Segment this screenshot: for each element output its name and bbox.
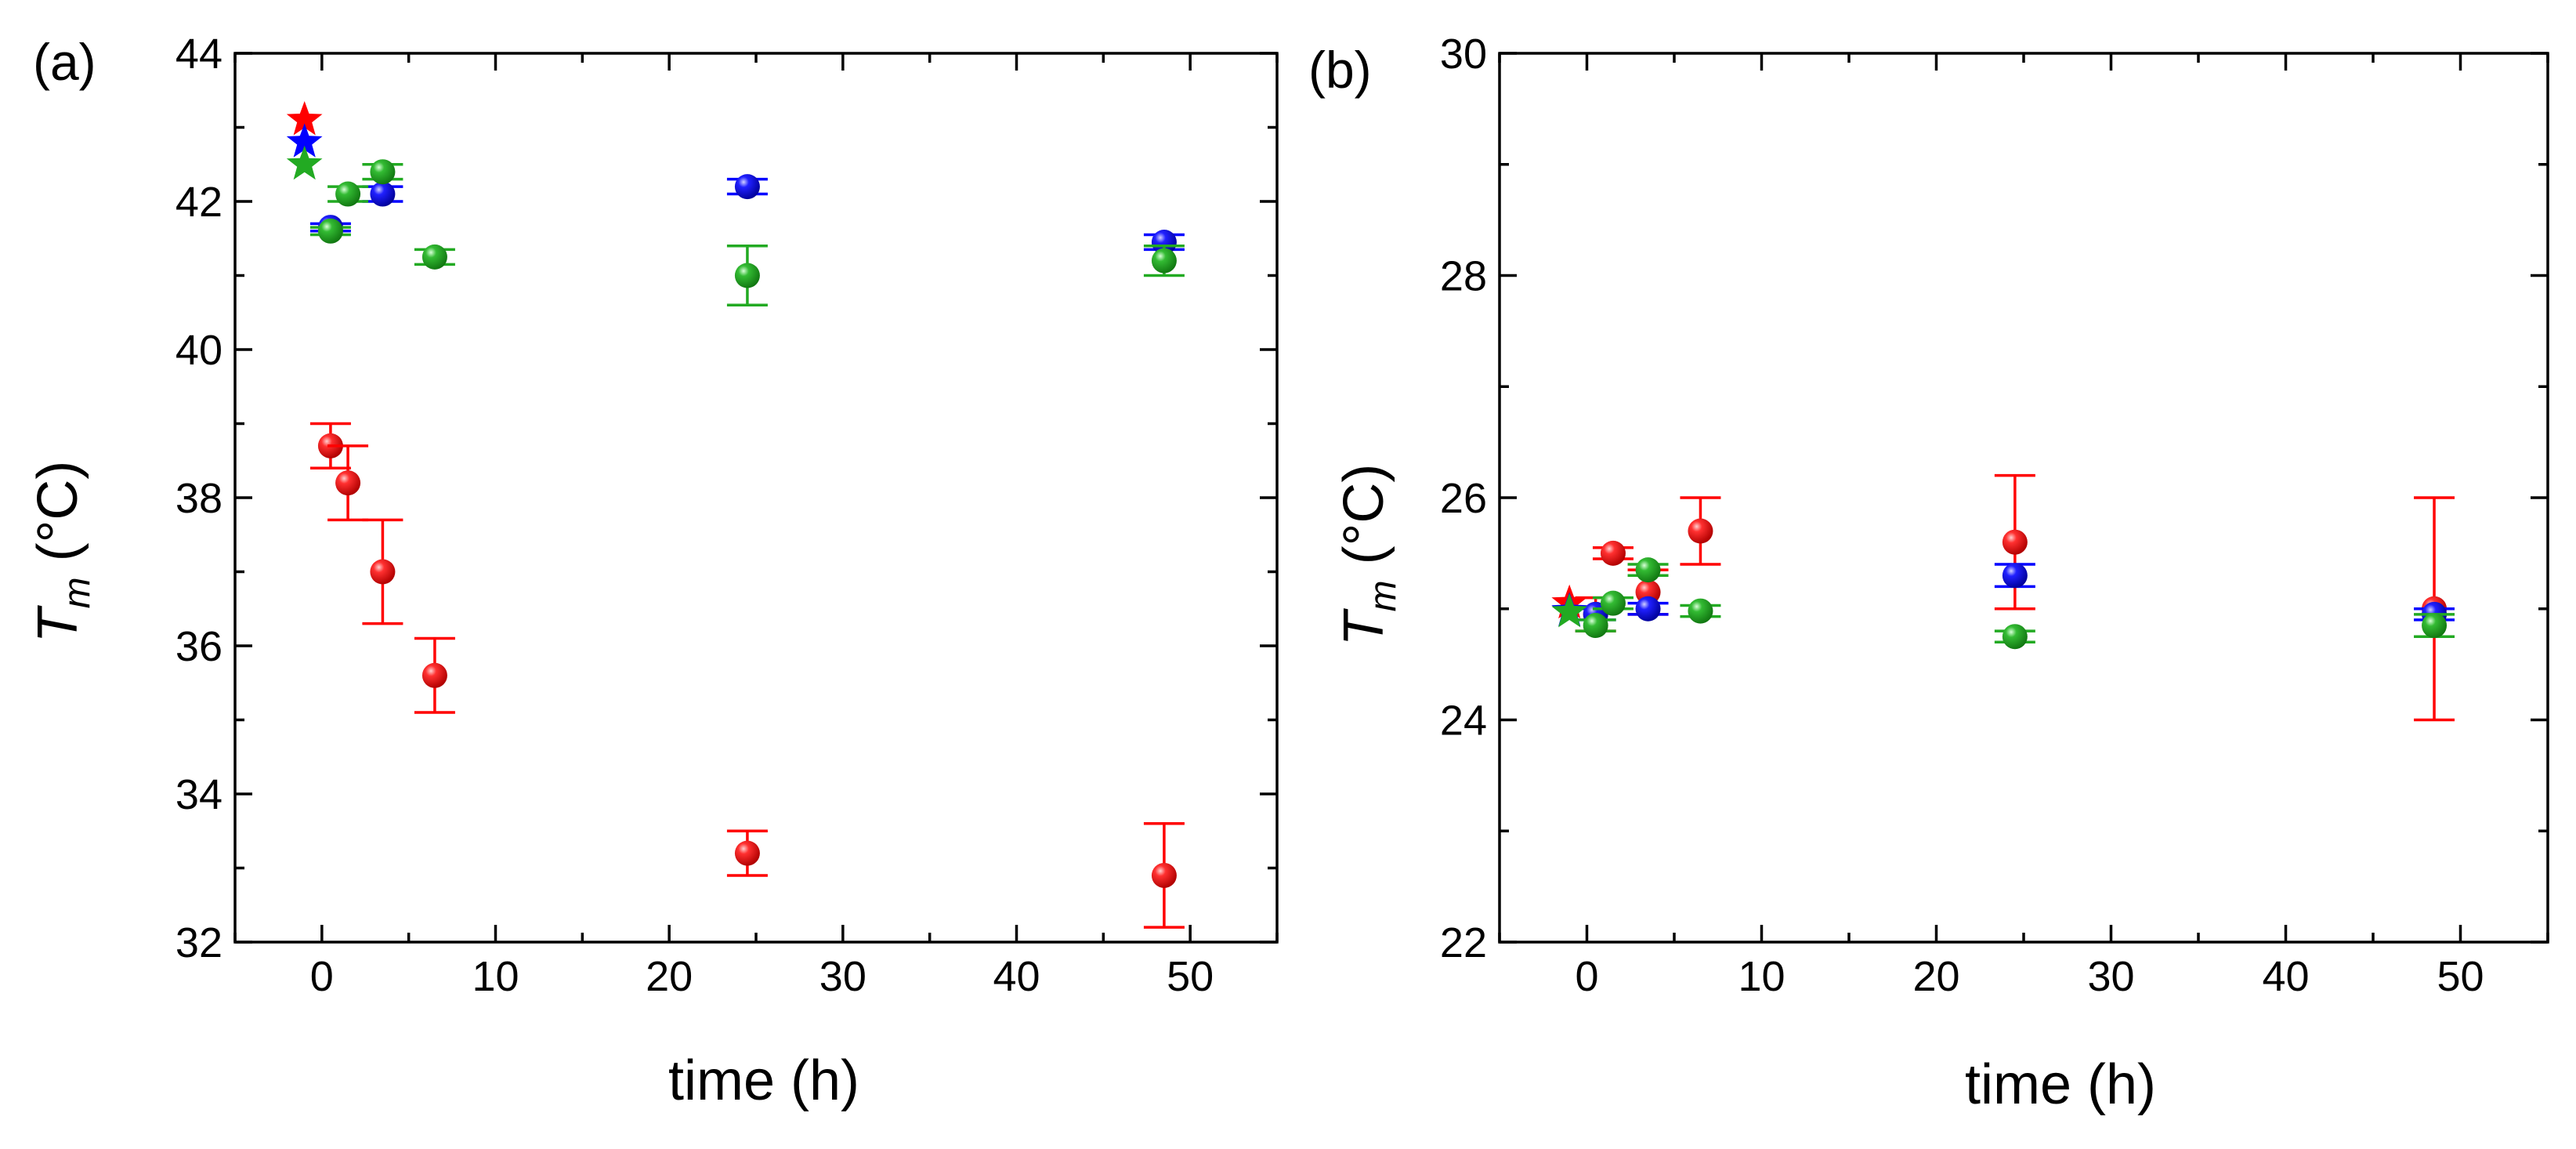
panel-a-ylabel-main: T [27, 604, 89, 643]
panel-a-ylabel-unit: (°C) [27, 461, 89, 562]
panel-b-ylabel-main: T [1333, 607, 1395, 646]
x-tick-label: 20 [1912, 953, 1959, 1000]
panel-b-xlabel: time (h) [1965, 1053, 2156, 1116]
y-tick-label: 26 [1440, 475, 1487, 522]
y-tick-label: 42 [175, 179, 223, 226]
y-tick-label: 28 [1440, 253, 1487, 300]
green-star-marker [1551, 593, 1587, 628]
red-data-point [1688, 518, 1713, 544]
x-tick-label: 10 [1738, 953, 1785, 1000]
panel-b-ylabel-unit: (°C) [1333, 464, 1395, 565]
green-star-marker [286, 145, 323, 180]
x-tick-label: 40 [2262, 953, 2309, 1000]
x-tick-label: 0 [1575, 953, 1598, 1000]
red-star-marker [286, 101, 323, 136]
x-tick-label: 20 [646, 953, 693, 1000]
panel-b-ylabel: Tm (°C) [1333, 464, 1404, 647]
y-tick-label: 44 [175, 31, 223, 78]
panel-a-xlabel: time (h) [668, 1049, 859, 1112]
blue-star-marker [286, 123, 323, 158]
green-data-point [1635, 557, 1661, 583]
panel-a-marks [286, 101, 1185, 929]
y-tick-label: 38 [175, 475, 223, 522]
green-data-point [335, 181, 361, 207]
panel-b-ylabel-sub: m [1362, 580, 1404, 611]
y-tick-label: 30 [1440, 31, 1487, 78]
blue-data-point [370, 181, 396, 207]
red-data-point [2002, 529, 2028, 555]
red-data-point [734, 840, 760, 866]
x-tick-label: 40 [993, 953, 1040, 1000]
blue-data-point [734, 174, 760, 200]
y-tick-label: 34 [175, 771, 223, 818]
x-tick-label: 10 [472, 953, 519, 1000]
panel-a: (a) Tm (°C) time (h) 0 10 20 30 40 50 32 34 36 38 4… [27, 31, 1279, 1112]
x-tick-label: 50 [2437, 953, 2484, 1000]
red-data-point [1600, 540, 1626, 566]
green-data-point [421, 244, 447, 270]
panel-a-ylabel-sub: m [56, 577, 98, 608]
panel-a-ylabel: Tm (°C) [27, 461, 98, 643]
panel-b-ticks: 0 10 20 30 40 50 22 24 26 28 30 [1440, 31, 2549, 1000]
green-data-point [1688, 598, 1713, 624]
red-data-point [1151, 862, 1177, 888]
green-data-point [317, 218, 343, 244]
green-data-point [2422, 613, 2448, 639]
green-data-point [370, 159, 396, 185]
y-tick-label: 24 [1440, 698, 1487, 745]
red-data-point [370, 559, 396, 585]
green-data-point [1151, 248, 1177, 274]
panel-a-plot-frame [233, 52, 1279, 944]
y-tick-label: 36 [175, 623, 223, 670]
panel-b-marks [1551, 473, 2455, 722]
blue-data-point [2002, 563, 2028, 589]
x-tick-label: 50 [1167, 953, 1214, 1000]
x-tick-label: 0 [310, 953, 334, 1000]
panel-a-label: (a) [33, 33, 96, 91]
blue-data-point [1635, 596, 1661, 622]
x-tick-label: 30 [819, 953, 867, 1000]
panel-a-ticks: 0 10 20 30 40 50 32 34 36 38 40 42 44 [175, 31, 1279, 1000]
panel-b-label: (b) [1308, 41, 1372, 99]
blue-data-point [1151, 229, 1177, 255]
y-tick-label: 32 [175, 919, 223, 966]
red-data-point [335, 470, 361, 496]
green-data-point [734, 263, 760, 288]
y-tick-label: 22 [1440, 919, 1487, 966]
y-tick-label: 40 [175, 327, 223, 374]
red-data-point [421, 662, 447, 688]
green-data-point [2002, 624, 2028, 650]
panel-b-plot-frame [1498, 52, 2549, 944]
x-tick-label: 30 [2087, 953, 2134, 1000]
green-data-point [1583, 613, 1608, 639]
green-data-point [1600, 590, 1626, 616]
panel-b: (b) Tm (°C) time (h) 0 10 20 30 40 50 22 24 26 28 3… [1308, 31, 2549, 1116]
